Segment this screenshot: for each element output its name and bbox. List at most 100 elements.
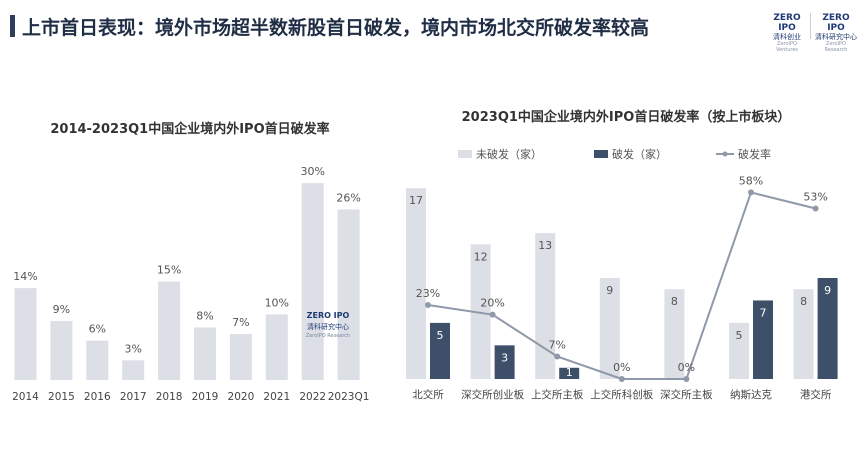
right-bar-unbroken-4 <box>664 289 685 379</box>
right-bar-unbroken-3 <box>599 278 620 379</box>
right-x-tick-2: 上交所主板 <box>531 388 584 401</box>
left-x-tick-2022: 2022 <box>299 391 326 403</box>
rate-label-4: 0% <box>678 361 695 374</box>
right-bar-unbroken-6 <box>793 289 814 379</box>
right-bar-unbroken-label-1: 12 <box>474 250 488 263</box>
right-bar-unbroken-label-4: 8 <box>671 295 678 308</box>
right-bar-unbroken-label-5: 5 <box>736 329 743 342</box>
rate-marker-2 <box>554 353 561 360</box>
right-bar-broken-2 <box>559 367 580 379</box>
right-x-tick-0: 北交所 <box>412 388 444 401</box>
right-bar-unbroken-0 <box>406 188 426 379</box>
left-chart: 2014-2023Q1中国企业境内外IPO首日破发率 14% 2014 9% 2015… <box>12 121 369 403</box>
right-bar-broken-label-0: 5 <box>437 329 444 342</box>
right-bar-unbroken-label-2: 13 <box>538 239 552 252</box>
logo-divider <box>810 13 811 39</box>
right-bar-unbroken-2 <box>535 233 556 379</box>
left-bar-2018 <box>158 281 181 380</box>
right-x-tick-5: 纳斯达克 <box>730 388 772 401</box>
right-bar-broken-5 <box>753 300 773 379</box>
left-x-tick-2017: 2017 <box>120 391 147 403</box>
header: 上市首日表现：境外市场超半数新股首日破发，境内市场北交所破发率较高 ZERO I… <box>0 0 865 53</box>
rate-marker-0 <box>425 302 431 309</box>
left-value-label-2016: 6% <box>89 323 106 336</box>
zeroipo-ventures-logo: ZERO IPO 清科创业 ZeroIPO Ventures <box>773 13 801 53</box>
right-chart-bars: 17 5 北交所 12 3 深交所创业板 13 1 上交所主板 9 上交所科创板 8 深交所主板 5 7 纳斯… <box>406 188 838 401</box>
left-bar-2014 <box>14 288 37 380</box>
left-bar-2016 <box>86 340 109 380</box>
left-chart-title: 2014-2023Q1中国企业境内外IPO首日破发率 <box>50 121 329 137</box>
right-chart-rate-line: 23% 20% 7% 0% 0% 58% 53% <box>416 174 828 382</box>
right-x-tick-3: 上交所科创板 <box>590 388 653 401</box>
right-bar-unbroken-5 <box>729 322 749 379</box>
legend-label-rate: 破发率 <box>738 147 771 161</box>
left-bar-2020 <box>229 334 252 380</box>
right-bar-broken-0 <box>430 322 450 379</box>
zeroipo-research-logo: ZERO IPO 清科研究中心 ZeroIPO Research <box>815 13 857 53</box>
left-value-label-2022: 30% <box>300 165 324 178</box>
left-value-label-2019: 8% <box>196 310 213 323</box>
left-x-tick-2016: 2016 <box>84 391 111 403</box>
title-accent-bar <box>10 15 15 37</box>
right-chart-legend: 未破发（家） 破发（家） 破发率 <box>458 147 771 161</box>
left-value-label-2023Q1: 26% <box>336 191 360 204</box>
right-bar-unbroken-label-3: 9 <box>606 284 613 297</box>
rate-marker-3 <box>618 376 625 382</box>
svg-text:ZERO IPO: ZERO IPO <box>307 311 350 320</box>
left-value-label-2020: 7% <box>232 316 249 329</box>
watermark-logo: ZERO IPO 清科研究中心 ZeroIPO Research <box>306 311 350 339</box>
right-x-tick-4: 深交所主板 <box>660 388 713 401</box>
left-value-label-2015: 9% <box>53 303 70 316</box>
right-bar-unbroken-label-6: 8 <box>800 295 807 308</box>
right-bar-broken-label-1: 3 <box>501 351 508 364</box>
legend-swatch-unbroken <box>458 150 472 158</box>
left-chart-bars: 14% 2014 9% 2015 6% 2016 3% 2017 15% 2018 8% 2019 7%… <box>12 165 369 403</box>
left-x-tick-2023Q1: 2023Q1 <box>328 391 370 403</box>
right-bar-broken-1 <box>494 345 515 379</box>
rate-label-1: 20% <box>480 297 504 310</box>
right-x-tick-1: 深交所创业板 <box>461 388 524 401</box>
left-value-label-2021: 10% <box>265 296 289 309</box>
left-value-label-2017: 3% <box>124 342 141 355</box>
left-bar-2021 <box>265 314 288 380</box>
rate-label-2: 7% <box>548 338 565 351</box>
left-x-tick-2014: 2014 <box>12 391 39 403</box>
legend-label-unbroken: 未破发（家） <box>476 147 542 161</box>
left-x-tick-2015: 2015 <box>48 391 75 403</box>
left-x-tick-2021: 2021 <box>263 391 290 403</box>
left-bar-2023Q1 <box>337 209 360 380</box>
rate-marker-1 <box>489 311 496 318</box>
rate-label-5: 58% <box>739 174 763 187</box>
left-x-tick-2019: 2019 <box>192 391 219 403</box>
right-chart-title: 2023Q1中国企业境内外IPO首日破发率（按上市板块） <box>462 109 791 125</box>
svg-text:ZeroIPO Research: ZeroIPO Research <box>306 333 350 339</box>
left-bar-2019 <box>194 327 216 380</box>
rate-label-0: 23% <box>416 287 440 300</box>
left-bar-2017 <box>122 360 145 380</box>
legend-swatch-broken <box>594 150 608 158</box>
right-bar-unbroken-label-0: 17 <box>409 194 423 207</box>
legend-label-broken: 破发（家） <box>612 147 667 161</box>
rate-marker-6 <box>812 205 819 212</box>
rate-label-6: 53% <box>803 191 827 204</box>
right-bar-unbroken-1 <box>470 244 491 379</box>
right-x-tick-6: 港交所 <box>800 388 832 401</box>
rate-marker-4 <box>683 376 690 382</box>
left-value-label-2014: 14% <box>13 270 37 283</box>
rate-marker-5 <box>748 189 754 196</box>
right-bar-broken-label-2: 1 <box>566 366 573 379</box>
svg-text:清科研究中心: 清科研究中心 <box>307 322 349 331</box>
right-bar-broken-label-6: 9 <box>824 284 831 297</box>
right-bar-broken-label-5: 7 <box>760 306 767 319</box>
legend-swatch-rate-marker <box>722 151 728 157</box>
left-bar-2015 <box>50 320 73 380</box>
left-bar-2022 <box>301 183 324 380</box>
right-bar-broken-6 <box>817 278 838 379</box>
right-chart: 2023Q1中国企业境内外IPO首日破发率（按上市板块） 未破发（家） 破发（家… <box>406 109 838 401</box>
page-title: 上市首日表现：境外市场超半数新股首日破发，境内市场北交所破发率较高 <box>22 17 650 39</box>
left-value-label-2018: 15% <box>157 264 181 277</box>
left-x-tick-2020: 2020 <box>228 391 255 403</box>
left-x-tick-2018: 2018 <box>156 391 183 403</box>
rate-label-3: 0% <box>613 361 630 374</box>
